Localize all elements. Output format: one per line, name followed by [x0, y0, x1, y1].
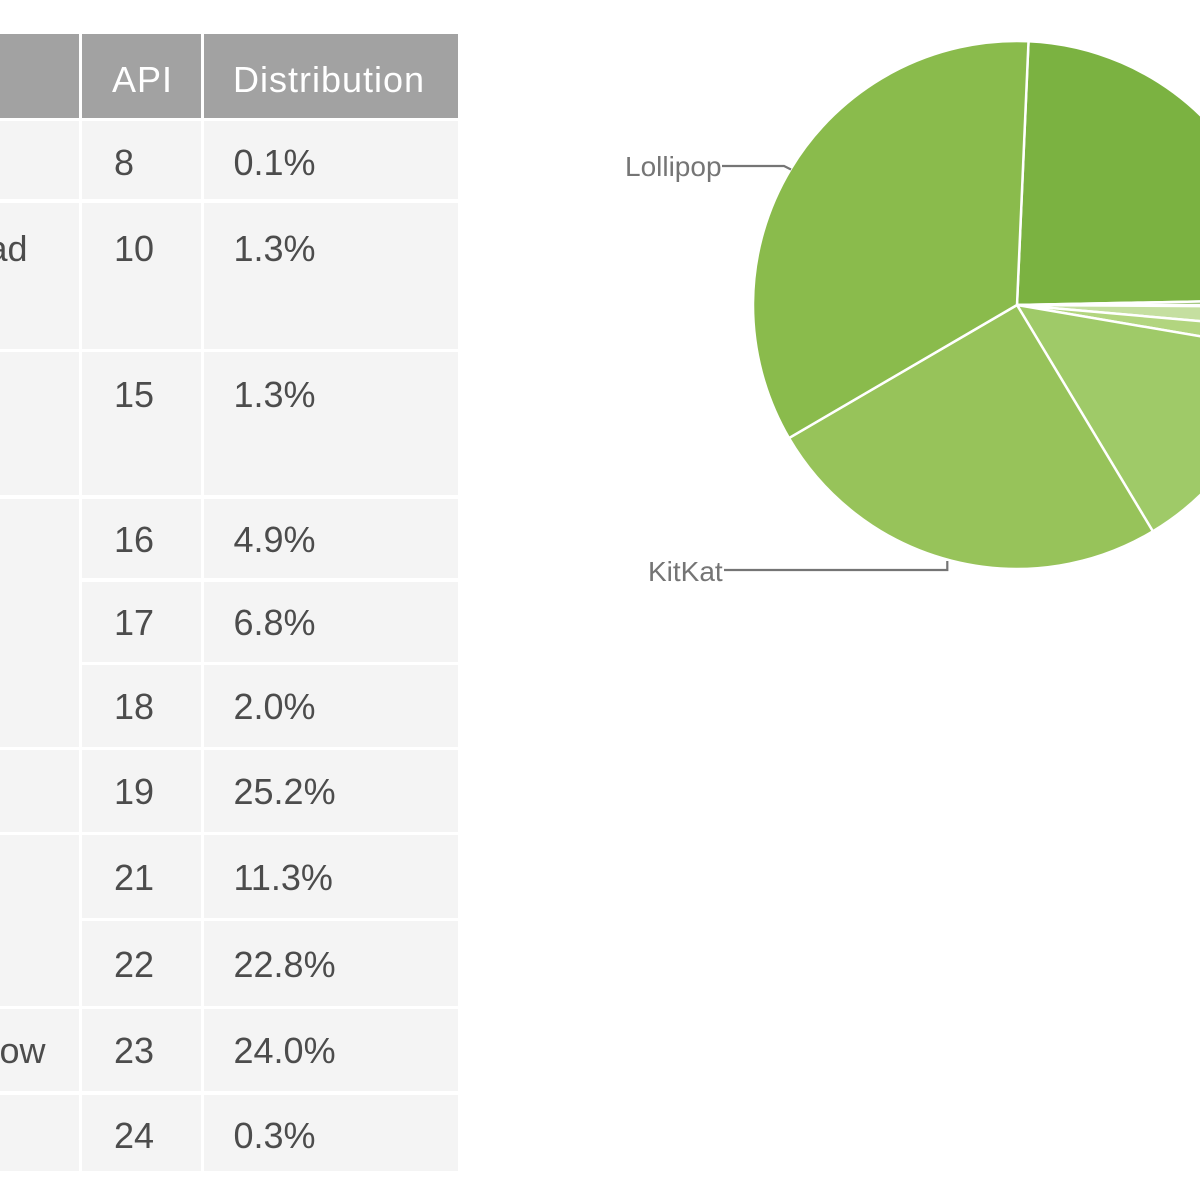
svg-text:Lollipop: Lollipop — [625, 151, 722, 182]
svg-text:KitKat: KitKat — [648, 556, 723, 587]
